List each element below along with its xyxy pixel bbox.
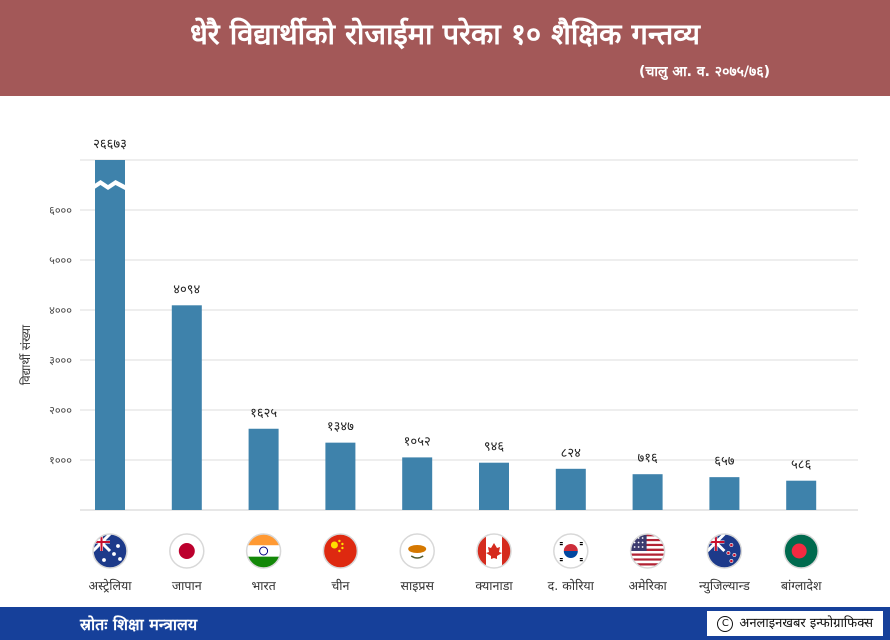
credit-text: अनलाइनखबर इन्फोग्राफिक्स xyxy=(739,616,873,631)
bar-group-5: १०५२ साइप्रस xyxy=(399,434,435,593)
new-zealand-flag-icon xyxy=(706,533,743,569)
bar xyxy=(555,468,586,510)
data-label: ४०९४ xyxy=(173,282,200,297)
data-label: ७१६ xyxy=(637,451,658,466)
japan-flag-icon xyxy=(169,533,205,569)
bar-group-8: ७१६ अमेरिका xyxy=(628,451,667,593)
bar-group-9: ६५७ न्युजिल्यान्ड xyxy=(699,454,750,594)
data-label: ९४६ xyxy=(484,440,505,455)
category-label: भारत xyxy=(251,578,276,593)
bar xyxy=(709,477,740,510)
bangladesh-flag-icon xyxy=(783,533,819,569)
data-label: ५८६ xyxy=(791,458,812,473)
category-label: चीन xyxy=(331,578,350,593)
bar xyxy=(325,442,356,510)
data-label: २६६७३ xyxy=(93,137,127,152)
bar xyxy=(632,474,663,510)
bar xyxy=(479,462,509,510)
source-note: स्रोतः शिक्षा मन्त्रालय xyxy=(80,615,198,634)
category-label: बांग्लादेश xyxy=(781,578,822,593)
data-label: ६५७ xyxy=(714,454,735,469)
y-tick-label: ४००० xyxy=(49,304,72,317)
y-tick-label: ५००० xyxy=(49,254,72,267)
cyprus-flag-icon xyxy=(399,533,435,569)
category-label: साइप्रस xyxy=(401,578,435,593)
bar xyxy=(171,305,202,510)
china-flag-icon xyxy=(322,533,359,569)
category-label: अस्ट्रेलिया xyxy=(89,578,133,593)
usa-flag-icon xyxy=(629,533,666,569)
bar-group-4: १३४७ चीन xyxy=(322,420,359,593)
bar-group-7: ८२४ द. कोरिया xyxy=(548,446,595,593)
data-label: ८२४ xyxy=(561,446,582,461)
bar-group-10: ५८६ बांग्लादेश xyxy=(781,458,822,593)
bar-group-6: ९४६ क्यानाडा xyxy=(475,440,513,593)
category-label: न्युजिल्यान्ड xyxy=(699,578,750,594)
footer-bar: स्रोतः शिक्षा मन्त्रालय C अनलाइनखबर इन्फो… xyxy=(0,607,890,640)
bar-group-1: २६६७३ अस्ट्रेलिया xyxy=(89,137,133,593)
bar xyxy=(248,428,279,510)
india-flag-icon xyxy=(245,533,282,569)
y-tick-label: ३००० xyxy=(49,354,72,367)
data-label: १०५२ xyxy=(404,434,431,449)
y-tick-label: १००० xyxy=(49,454,72,467)
bar-chart: १००० २००० ३००० ४००० ५००० ६००० विद्यार्थी संख्य… xyxy=(19,137,858,594)
bar xyxy=(786,480,817,510)
chart-title: धेरै विद्यार्थीको रोजाईमा परेका १० शैक्ष… xyxy=(189,17,701,51)
data-label: १६२५ xyxy=(250,406,277,421)
bar-group-2: ४०९४ जापान xyxy=(169,282,205,593)
y-tick-label: २००० xyxy=(49,404,72,417)
bar xyxy=(402,457,433,510)
y-axis-label: विद्यार्थी संख्या xyxy=(19,324,33,385)
south-korea-flag-icon xyxy=(553,533,589,569)
category-label: अमेरिका xyxy=(628,578,667,593)
chart-subtitle: (चालु आ. व. २०७५/७६) xyxy=(639,64,770,80)
category-label: क्यानाडा xyxy=(475,578,513,593)
category-label: द. कोरिया xyxy=(548,578,595,593)
canada-flag-icon xyxy=(476,533,512,569)
axis-break-mark xyxy=(93,180,125,190)
y-tick-label: ६००० xyxy=(49,204,72,217)
category-label: जापान xyxy=(172,578,203,593)
australia-flag-icon xyxy=(92,533,128,569)
bar-group-3: १६२५ भारत xyxy=(245,406,282,593)
data-label: १३४७ xyxy=(327,420,354,435)
bar xyxy=(95,160,125,510)
header-banner: धेरै विद्यार्थीको रोजाईमा परेका १० शैक्ष… xyxy=(0,0,890,96)
copyright-icon: C xyxy=(717,615,734,632)
credit-box: C अनलाइनखबर इन्फोग्राफिक्स xyxy=(706,610,884,637)
